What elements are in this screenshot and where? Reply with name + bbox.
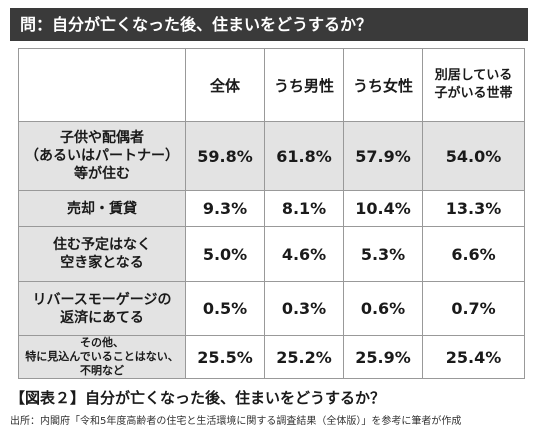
cell-value: 8.1% <box>264 190 344 227</box>
source-note: 出所：内閣府「令和5年度高齢者の住宅と生活環境に関する調査結果（全体版）」を参考… <box>10 416 462 427</box>
table-row: その他、 特に見込んでいることはない、 不明など 25.5% 25.2% 25.… <box>18 335 525 379</box>
cell-value: 13.3% <box>422 190 525 227</box>
col-header-total: 全体 <box>185 48 265 122</box>
cell-value: 0.6% <box>343 281 423 336</box>
table-row: リバースモーゲージの 返済にあてる 0.5% 0.3% 0.6% 0.7% <box>18 281 525 336</box>
cell-value: 5.3% <box>343 226 423 282</box>
col-header-separate-child: 別居している 子がいる世帯 <box>422 48 525 122</box>
cell-value: 61.8% <box>264 121 344 191</box>
cell-value: 0.3% <box>264 281 344 336</box>
col-header-male: うち男性 <box>264 48 344 122</box>
row-label: 住む予定はなく 空き家となる <box>18 226 186 282</box>
table-row: 売却・賃貸 9.3% 8.1% 10.4% 13.3% <box>18 190 525 227</box>
question-bar: 問：自分が亡くなった後、住まいをどうするか？ <box>10 8 528 41</box>
table-corner <box>18 48 186 122</box>
cell-value: 25.4% <box>422 335 525 379</box>
cell-value: 0.5% <box>185 281 265 336</box>
row-label: その他、 特に見込んでいることはない、 不明など <box>18 335 186 379</box>
cell-value: 25.5% <box>185 335 265 379</box>
table-row: 子供や配偶者 （あるいはパートナー） 等が住む 59.8% 61.8% 57.9… <box>18 121 525 191</box>
cell-value: 54.0% <box>422 121 525 191</box>
cell-value: 57.9% <box>343 121 423 191</box>
cell-value: 10.4% <box>343 190 423 227</box>
row-label: リバースモーゲージの 返済にあてる <box>18 281 186 336</box>
survey-table: 全体 うち男性 うち女性 別居している 子がいる世帯 子供や配偶者 （あるいはパ… <box>18 48 525 379</box>
cell-value: 6.6% <box>422 226 525 282</box>
figure-caption: 【図表２】自分が亡くなった後、住まいをどうするか？ <box>10 389 386 407</box>
cell-value: 59.8% <box>185 121 265 191</box>
cell-value: 25.9% <box>343 335 423 379</box>
cell-value: 9.3% <box>185 190 265 227</box>
cell-value: 5.0% <box>185 226 265 282</box>
table-row: 住む予定はなく 空き家となる 5.0% 4.6% 5.3% 6.6% <box>18 226 525 282</box>
row-label: 子供や配偶者 （あるいはパートナー） 等が住む <box>18 121 186 191</box>
cell-value: 0.7% <box>422 281 525 336</box>
col-header-female: うち女性 <box>343 48 423 122</box>
cell-value: 4.6% <box>264 226 344 282</box>
row-label: 売却・賃貸 <box>18 190 186 227</box>
cell-value: 25.2% <box>264 335 344 379</box>
